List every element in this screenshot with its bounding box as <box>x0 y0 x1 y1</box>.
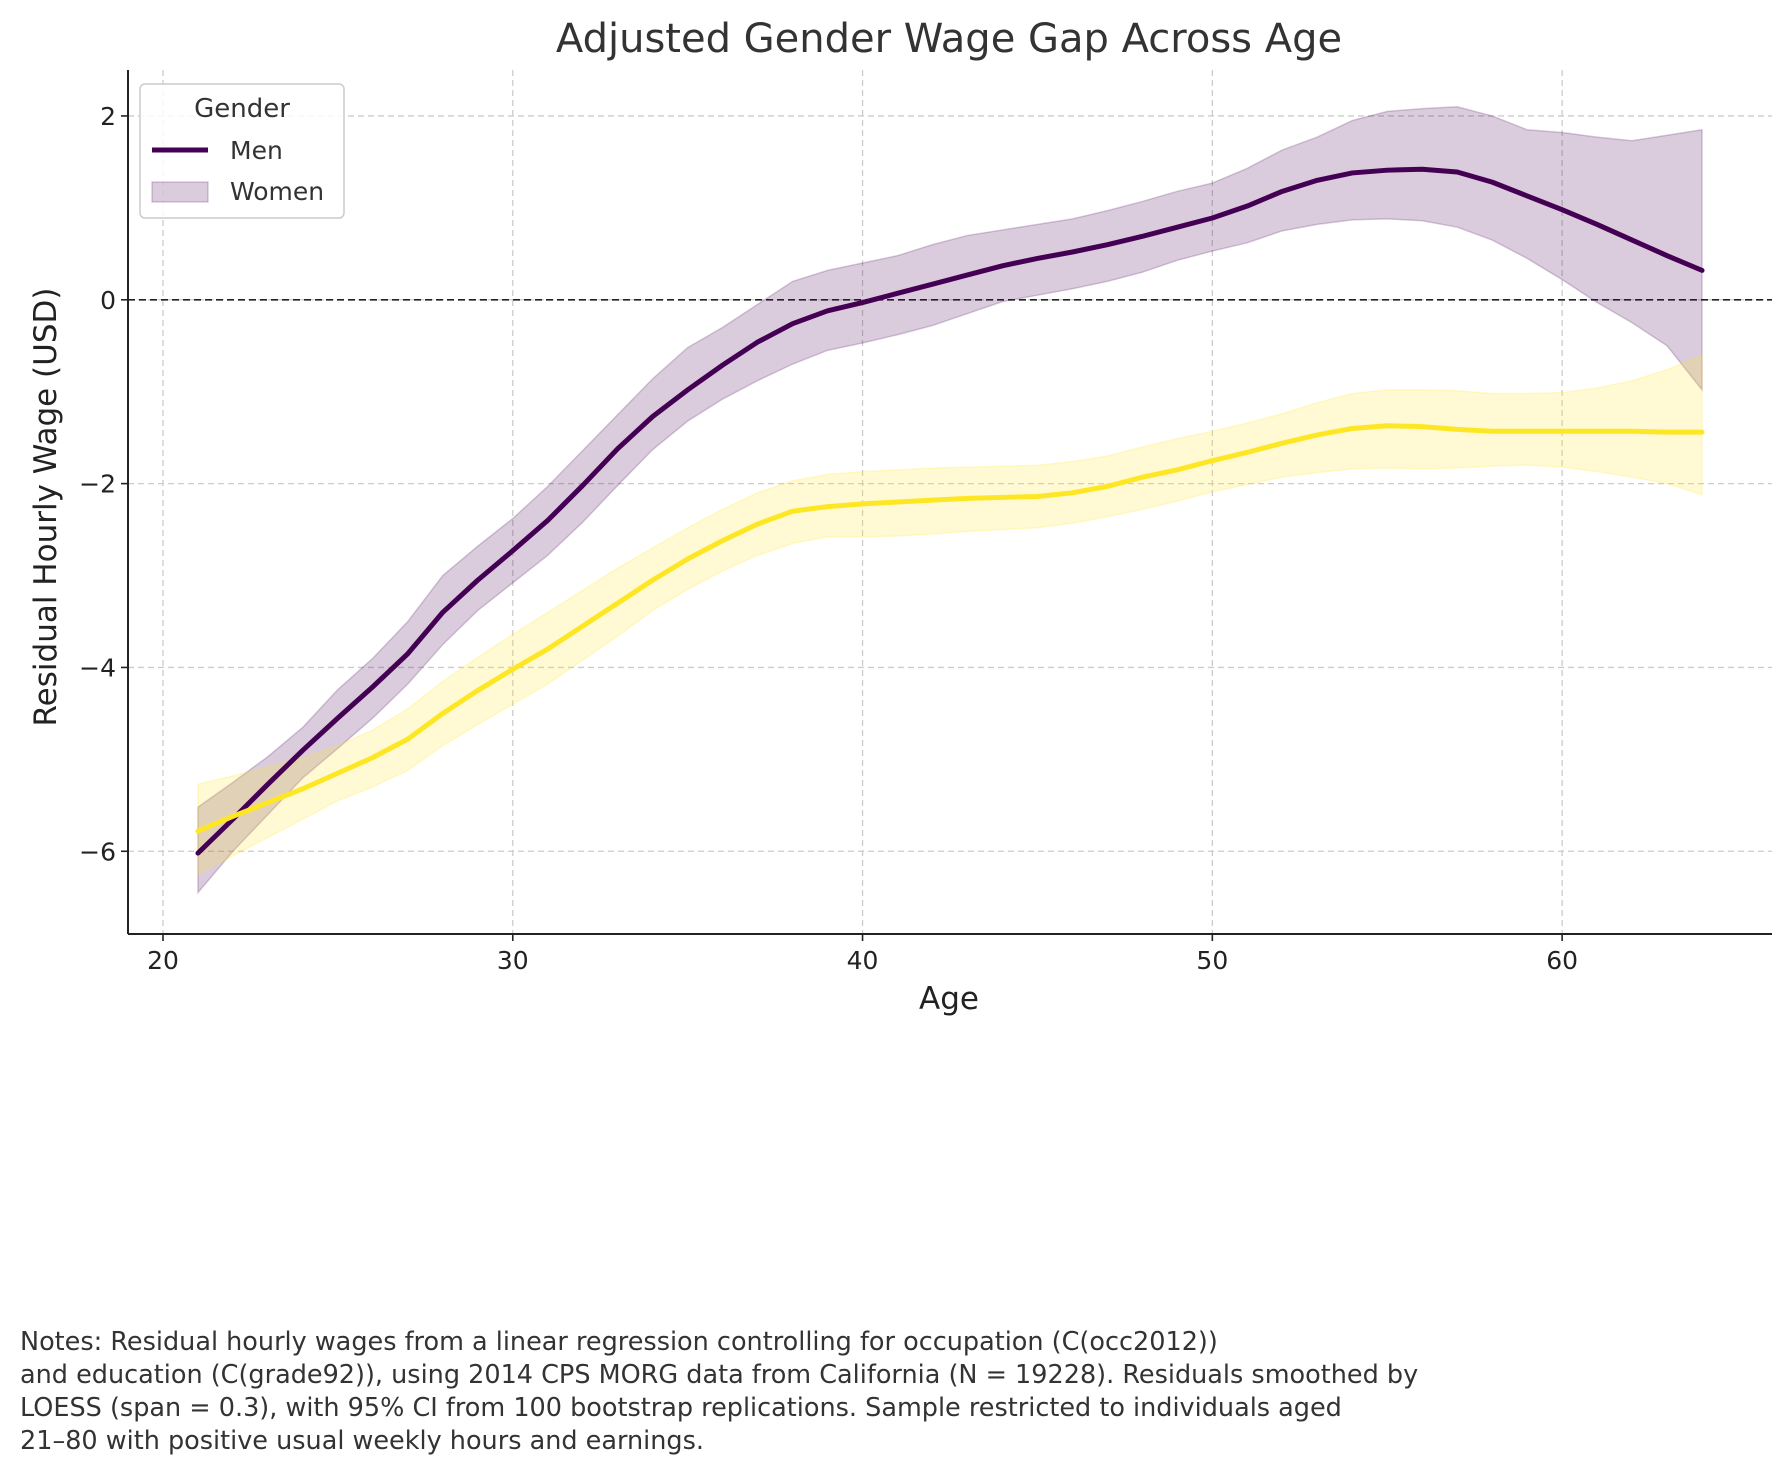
legend: Gender Men Women <box>139 83 345 219</box>
notes-line-1: Notes: Residual hourly wages from a line… <box>20 1327 1218 1357</box>
chart-notes: Notes: Residual hourly wages from a line… <box>20 1326 1760 1458</box>
series-line-women <box>195 423 1705 834</box>
y-tick-label-0: 2 <box>100 102 116 131</box>
notes-line-3: LOESS (span = 0.3), with 95% CI from 100… <box>20 1393 1342 1423</box>
legend-label-men: Men <box>230 136 283 165</box>
notes-line-4: 21–80 with positive usual weekly hours a… <box>20 1426 705 1456</box>
confidence-bands <box>197 106 1703 895</box>
notes-line-2: and education (C(grade92)), using 2014 C… <box>20 1360 1419 1390</box>
axes <box>121 70 1772 941</box>
y-tick-label-4: −6 <box>79 837 116 866</box>
y-tick-label-2: −2 <box>79 470 116 499</box>
x-tick-label-60: 60 <box>1546 946 1578 975</box>
x-tick-label-20: 20 <box>147 946 179 975</box>
y-tick-label-3: −4 <box>79 653 116 682</box>
legend-title: Gender <box>194 94 290 124</box>
series-line-men <box>195 166 1705 856</box>
series-lines <box>195 166 1705 856</box>
x-tick-label-30: 30 <box>497 946 529 975</box>
ci-band-women <box>197 353 1703 876</box>
y-axis-label: Residual Hourly Wage (USD) <box>28 288 64 727</box>
legend-swatch-women <box>151 181 209 203</box>
ci-band-men <box>197 106 1703 895</box>
chart-title: Adjusted Gender Wage Gap Across Age <box>556 16 1342 62</box>
legend-label-women: Women <box>230 177 324 206</box>
x-tick-label-50: 50 <box>1196 946 1228 975</box>
x-tick-label-40: 40 <box>847 946 879 975</box>
y-tick-label-1: 0 <box>100 286 116 315</box>
legend-frame <box>139 83 345 219</box>
x-axis-label: Age <box>919 981 979 1017</box>
grid <box>128 70 1772 934</box>
